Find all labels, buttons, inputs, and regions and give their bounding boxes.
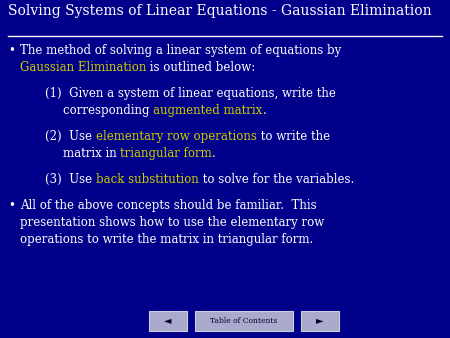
Text: elementary row operations: elementary row operations <box>96 130 256 143</box>
FancyBboxPatch shape <box>149 311 187 331</box>
Text: .: . <box>262 104 266 117</box>
FancyBboxPatch shape <box>301 311 339 331</box>
Text: to write the: to write the <box>256 130 330 143</box>
Text: The method of solving a linear system of equations by: The method of solving a linear system of… <box>20 44 341 57</box>
Text: (3)  Use: (3) Use <box>45 173 96 186</box>
Text: •: • <box>8 44 15 57</box>
Text: triangular form: triangular form <box>121 147 212 160</box>
Text: presentation shows how to use the elementary row: presentation shows how to use the elemen… <box>20 216 324 229</box>
Text: is outlined below:: is outlined below: <box>146 61 256 74</box>
Text: to solve for the variables.: to solve for the variables. <box>198 173 354 186</box>
FancyBboxPatch shape <box>195 311 293 331</box>
Text: matrix in: matrix in <box>63 147 121 160</box>
Text: •: • <box>8 199 15 212</box>
Text: (2)  Use: (2) Use <box>45 130 96 143</box>
Text: augmented matrix: augmented matrix <box>153 104 262 117</box>
Text: Solving Systems of Linear Equations - Gaussian Elimination: Solving Systems of Linear Equations - Ga… <box>8 4 432 18</box>
Text: .: . <box>212 147 216 160</box>
Text: ◄: ◄ <box>164 316 172 325</box>
Text: Gaussian Elimination: Gaussian Elimination <box>20 61 146 74</box>
Text: (1)  Given a system of linear equations, write the: (1) Given a system of linear equations, … <box>45 87 336 100</box>
Text: corresponding: corresponding <box>63 104 153 117</box>
Text: ►: ► <box>316 316 324 325</box>
Text: Table of Contents: Table of Contents <box>210 317 278 325</box>
Text: back substitution: back substitution <box>96 173 198 186</box>
Text: operations to write the matrix in triangular form.: operations to write the matrix in triang… <box>20 233 313 246</box>
Text: All of the above concepts should be familiar.  This: All of the above concepts should be fami… <box>20 199 317 212</box>
